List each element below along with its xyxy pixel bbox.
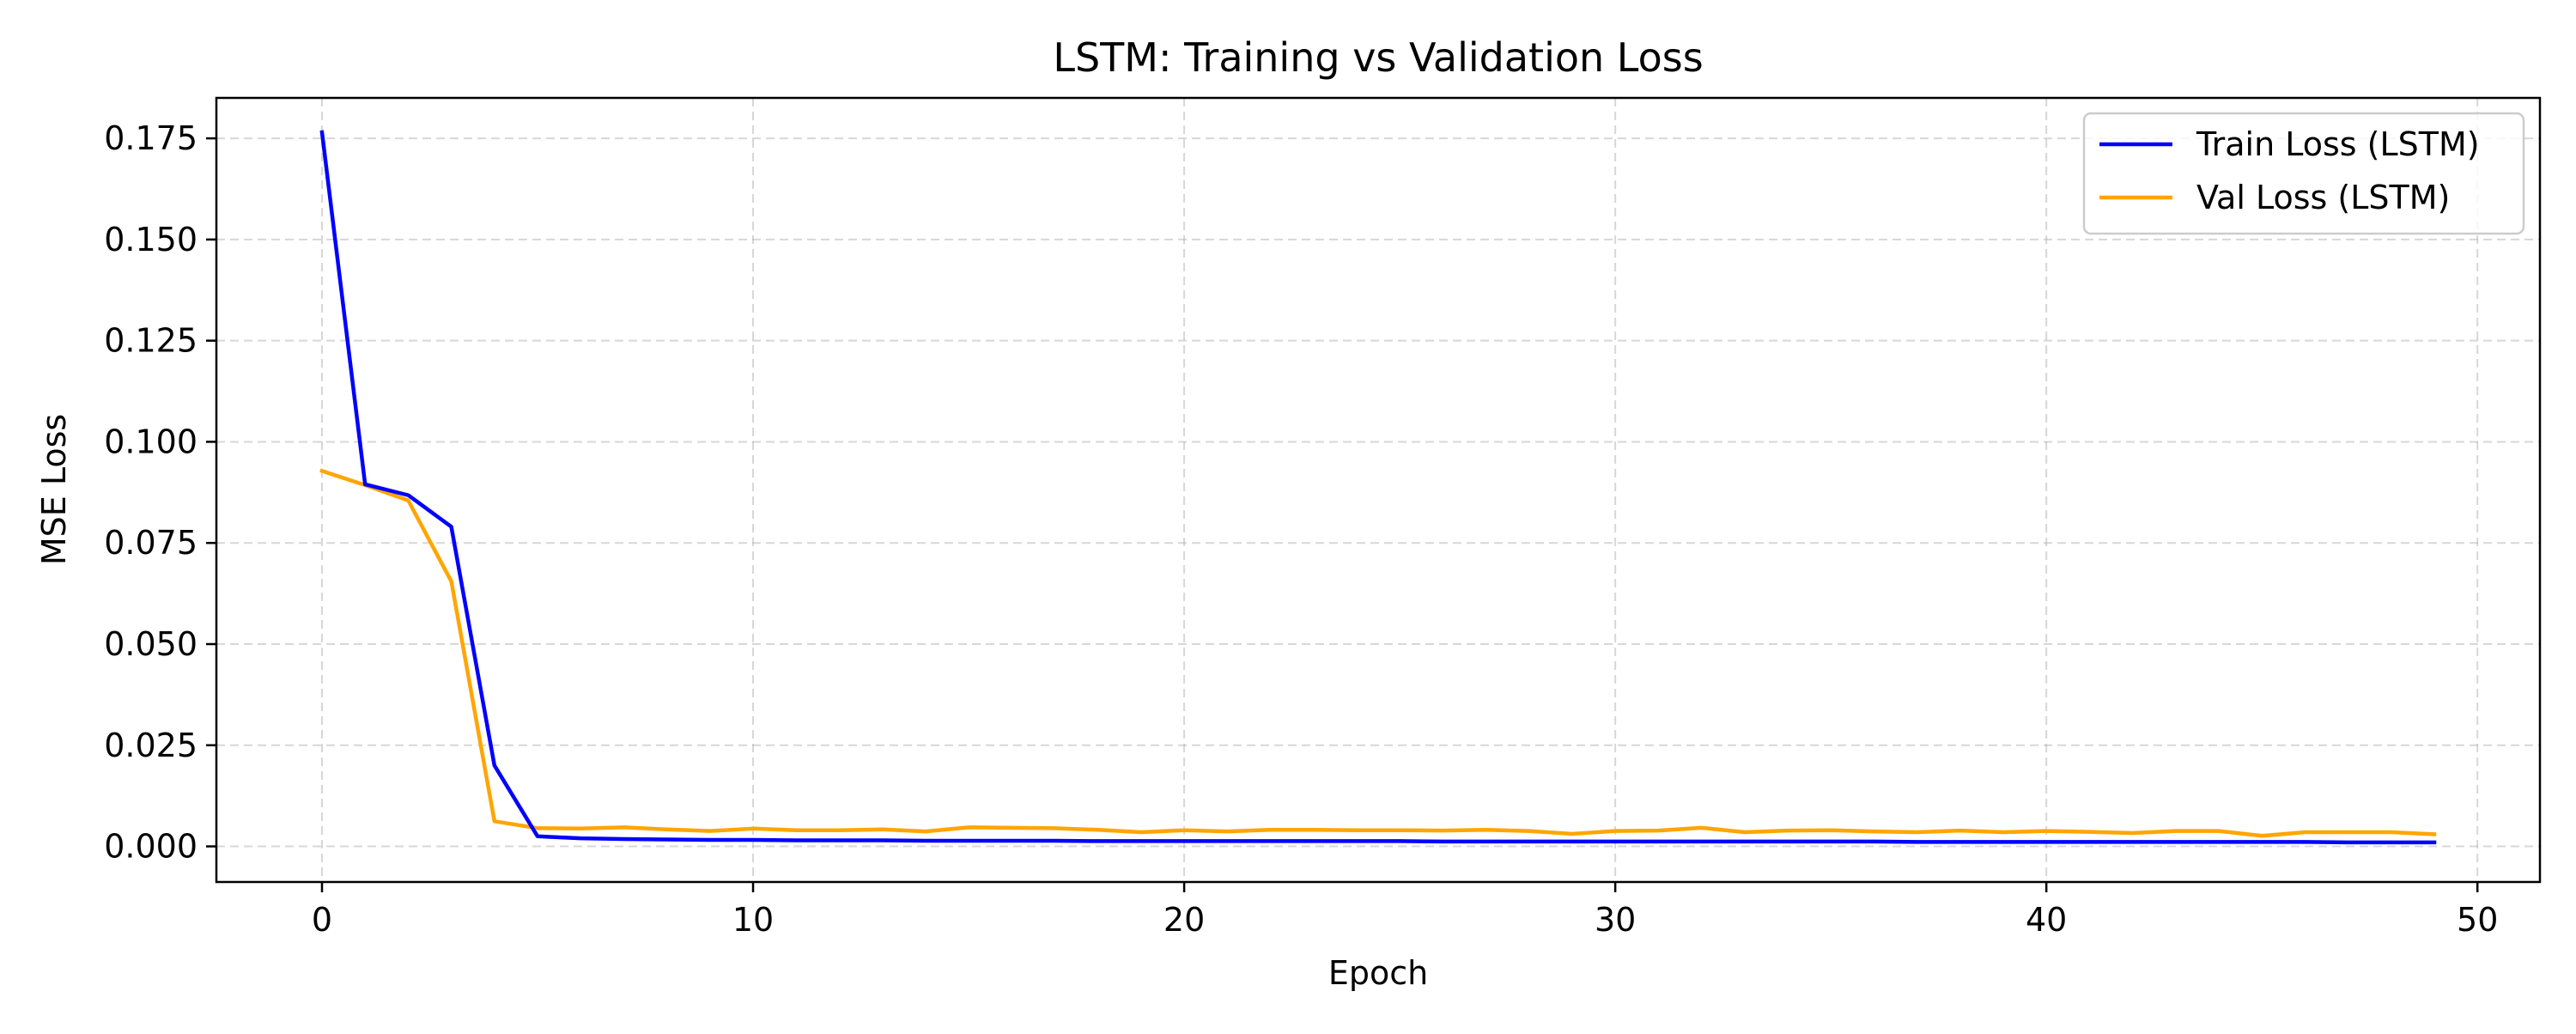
y-axis-label: MSE Loss [35,414,73,565]
y-tick-label: 0.025 [104,727,197,764]
legend-label-train: Train Loss (LSTM) [2196,125,2480,163]
y-tick-label: 0.150 [104,221,197,258]
grid-lines [216,98,2540,882]
y-tick-label: 0.000 [104,828,197,866]
y-tick-label: 0.050 [104,625,197,663]
x-axis-label: Epoch [1328,954,1428,992]
y-axis-ticks: 0.000 0.025 0.050 0.075 0.100 0.125 0.150 0.175 [104,119,216,866]
legend-box [2082,112,2525,235]
x-tick-label: 0 [312,901,332,939]
chart-title: LSTM: Training vs Validation Loss [1053,34,1703,81]
series-lines [319,130,2437,845]
x-tick-label: 30 [1595,901,1636,939]
y-tick-label: 0.075 [104,524,197,562]
x-tick-label: 20 [1163,901,1205,939]
val-loss-line [319,468,2437,838]
legend-label-val: Val Loss (LSTM) [2196,179,2450,216]
x-tick-label: 50 [2457,901,2498,939]
x-tick-label: 10 [732,901,774,939]
y-tick-label: 0.175 [104,119,197,157]
legend: Train Loss (LSTM) Val Loss (LSTM) [2082,112,2525,235]
x-axis-ticks: 0 10 20 30 40 50 [312,882,2498,939]
y-tick-label: 0.125 [104,322,197,360]
plot-frame [215,96,2542,884]
y-tick-label: 0.100 [104,423,197,460]
x-tick-label: 40 [2026,901,2067,939]
train-loss-line [319,130,2437,845]
